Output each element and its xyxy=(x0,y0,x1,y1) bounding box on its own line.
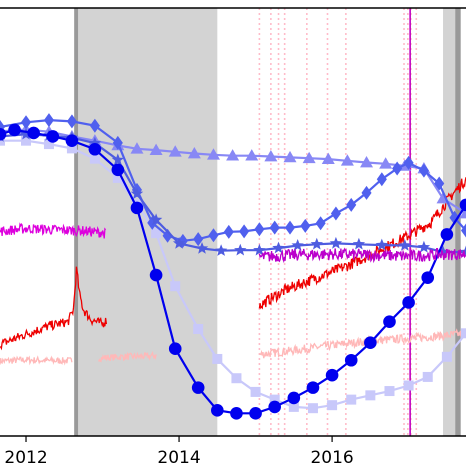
dark-period-edge xyxy=(74,8,78,436)
data-point xyxy=(89,143,102,156)
data-point xyxy=(251,387,261,397)
data-point xyxy=(364,336,377,349)
data-point xyxy=(423,372,433,382)
data-point xyxy=(421,271,434,284)
data-point xyxy=(404,380,414,390)
data-point xyxy=(231,373,241,383)
data-point xyxy=(46,130,59,143)
data-point xyxy=(346,395,356,405)
data-point xyxy=(383,315,396,328)
data-point xyxy=(169,342,182,355)
data-point xyxy=(402,296,415,309)
shaded-period xyxy=(74,8,217,436)
data-point xyxy=(326,369,339,382)
x-tick-label: 2014 xyxy=(157,448,200,466)
data-point xyxy=(461,328,466,338)
data-point xyxy=(308,403,318,413)
x-tick-label: 2016 xyxy=(310,448,353,466)
data-point xyxy=(8,124,21,137)
data-point xyxy=(192,381,205,394)
x-tick-label: 2012 xyxy=(4,448,47,466)
data-point xyxy=(230,407,243,420)
data-point xyxy=(345,354,358,367)
data-point xyxy=(27,127,40,140)
data-point xyxy=(365,390,375,400)
data-point xyxy=(193,324,203,334)
data-point xyxy=(307,381,320,394)
data-point xyxy=(441,228,454,241)
data-point xyxy=(150,269,163,282)
data-point xyxy=(112,163,125,176)
data-point xyxy=(212,354,222,364)
data-point xyxy=(131,202,144,215)
data-point xyxy=(327,400,337,410)
data-point xyxy=(211,404,224,417)
data-point xyxy=(170,281,180,291)
data-point xyxy=(442,352,452,362)
data-point xyxy=(66,134,79,147)
data-point xyxy=(384,386,394,396)
data-point xyxy=(268,401,281,414)
data-point xyxy=(249,407,262,420)
data-point xyxy=(288,392,301,405)
